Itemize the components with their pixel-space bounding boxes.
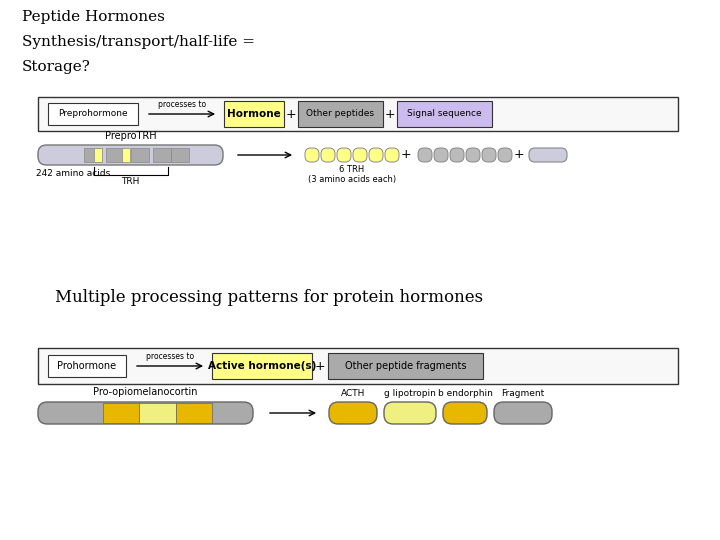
FancyBboxPatch shape (48, 103, 138, 125)
FancyBboxPatch shape (38, 97, 678, 131)
FancyBboxPatch shape (353, 148, 367, 162)
FancyBboxPatch shape (494, 402, 552, 424)
FancyBboxPatch shape (176, 403, 212, 423)
FancyBboxPatch shape (369, 148, 383, 162)
FancyBboxPatch shape (153, 148, 171, 162)
Text: g lipotropin: g lipotropin (384, 389, 436, 398)
Text: processes to: processes to (158, 100, 206, 109)
FancyBboxPatch shape (212, 353, 312, 379)
Text: Hormone: Hormone (227, 109, 281, 119)
Text: +: + (286, 107, 297, 120)
FancyBboxPatch shape (384, 402, 436, 424)
FancyBboxPatch shape (329, 402, 377, 424)
FancyBboxPatch shape (48, 355, 126, 377)
Text: TRH: TRH (121, 177, 140, 186)
FancyBboxPatch shape (38, 145, 223, 165)
FancyBboxPatch shape (305, 148, 319, 162)
Text: Fragment: Fragment (501, 389, 544, 398)
FancyBboxPatch shape (84, 148, 102, 162)
FancyBboxPatch shape (130, 148, 148, 162)
FancyBboxPatch shape (102, 403, 139, 423)
Text: Other peptides: Other peptides (307, 110, 374, 118)
Text: processes to: processes to (146, 352, 194, 361)
FancyBboxPatch shape (466, 148, 480, 162)
Text: PreproTRH: PreproTRH (104, 131, 156, 141)
Text: +: + (384, 107, 395, 120)
Text: ACTH: ACTH (341, 389, 365, 398)
FancyBboxPatch shape (38, 402, 253, 424)
Text: +: + (513, 148, 524, 161)
FancyBboxPatch shape (498, 148, 512, 162)
FancyBboxPatch shape (328, 353, 483, 379)
FancyBboxPatch shape (171, 148, 189, 162)
Text: Pro-opiomelanocortin: Pro-opiomelanocortin (94, 387, 198, 397)
Text: Peptide Hormones: Peptide Hormones (22, 10, 165, 24)
Text: b endorphin: b endorphin (438, 389, 492, 398)
FancyBboxPatch shape (224, 101, 284, 127)
FancyBboxPatch shape (38, 348, 678, 384)
FancyBboxPatch shape (337, 148, 351, 162)
Text: Signal sequence: Signal sequence (408, 110, 482, 118)
FancyBboxPatch shape (298, 101, 383, 127)
Text: Storage?: Storage? (22, 60, 91, 74)
Text: Preprohormone: Preprohormone (58, 110, 128, 118)
FancyBboxPatch shape (385, 148, 399, 162)
Text: Multiple processing patterns for protein hormones: Multiple processing patterns for protein… (55, 289, 483, 307)
FancyBboxPatch shape (418, 148, 432, 162)
Text: Active hormone(s): Active hormone(s) (208, 361, 316, 371)
FancyBboxPatch shape (139, 403, 176, 423)
Text: Other peptide fragments: Other peptide fragments (345, 361, 467, 371)
FancyBboxPatch shape (443, 402, 487, 424)
FancyBboxPatch shape (122, 148, 130, 162)
FancyBboxPatch shape (321, 148, 335, 162)
FancyBboxPatch shape (94, 148, 102, 162)
FancyBboxPatch shape (434, 148, 448, 162)
FancyBboxPatch shape (529, 148, 567, 162)
FancyBboxPatch shape (450, 148, 464, 162)
Text: +: + (315, 360, 325, 373)
Text: 6 TRH
(3 amino acids each): 6 TRH (3 amino acids each) (308, 165, 396, 184)
FancyBboxPatch shape (107, 148, 125, 162)
FancyBboxPatch shape (397, 101, 492, 127)
Text: +: + (401, 148, 411, 161)
Text: 242 amino acids: 242 amino acids (36, 169, 110, 178)
FancyBboxPatch shape (482, 148, 496, 162)
Text: Prohormone: Prohormone (58, 361, 117, 371)
Text: Synthesis/transport/half-life =: Synthesis/transport/half-life = (22, 35, 255, 49)
